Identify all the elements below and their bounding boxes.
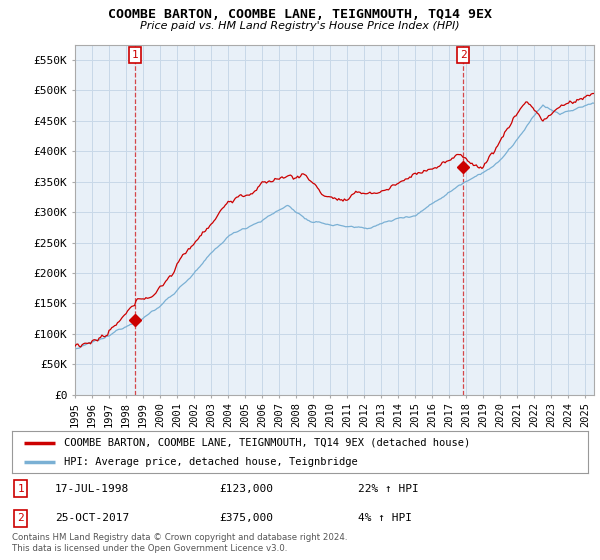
Text: 25-OCT-2017: 25-OCT-2017 bbox=[55, 514, 130, 523]
Text: Contains HM Land Registry data © Crown copyright and database right 2024.
This d: Contains HM Land Registry data © Crown c… bbox=[12, 533, 347, 553]
Text: 2: 2 bbox=[17, 514, 24, 523]
Text: 17-JUL-1998: 17-JUL-1998 bbox=[55, 484, 130, 493]
Text: HPI: Average price, detached house, Teignbridge: HPI: Average price, detached house, Teig… bbox=[64, 457, 358, 467]
Text: 1: 1 bbox=[132, 50, 139, 60]
Text: 2: 2 bbox=[460, 50, 467, 60]
Text: Price paid vs. HM Land Registry's House Price Index (HPI): Price paid vs. HM Land Registry's House … bbox=[140, 21, 460, 31]
Text: £123,000: £123,000 bbox=[220, 484, 274, 493]
Text: COOMBE BARTON, COOMBE LANE, TEIGNMOUTH, TQ14 9EX: COOMBE BARTON, COOMBE LANE, TEIGNMOUTH, … bbox=[108, 8, 492, 21]
Text: £375,000: £375,000 bbox=[220, 514, 274, 523]
Text: 4% ↑ HPI: 4% ↑ HPI bbox=[358, 514, 412, 523]
Text: 22% ↑ HPI: 22% ↑ HPI bbox=[358, 484, 418, 493]
Text: 1: 1 bbox=[17, 484, 24, 493]
Text: COOMBE BARTON, COOMBE LANE, TEIGNMOUTH, TQ14 9EX (detached house): COOMBE BARTON, COOMBE LANE, TEIGNMOUTH, … bbox=[64, 437, 470, 447]
